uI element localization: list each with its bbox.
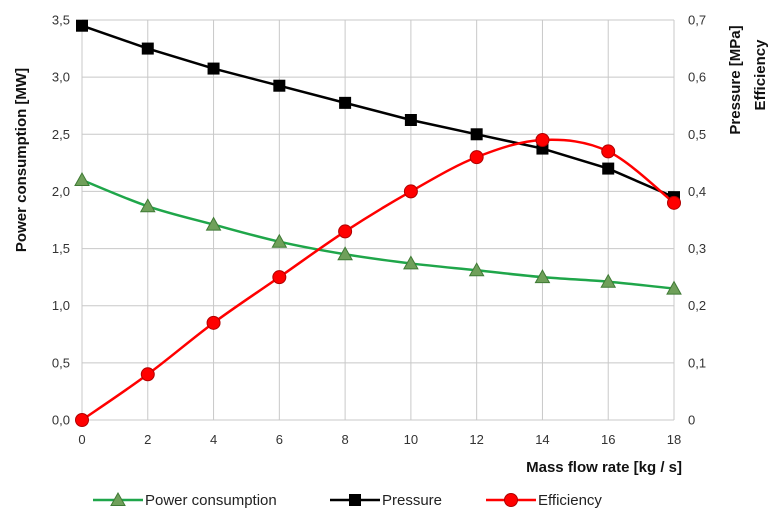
data-point bbox=[337, 246, 353, 261]
right-tick-label: 0,4 bbox=[688, 184, 706, 199]
legend-label: Pressure bbox=[382, 492, 442, 509]
series-line bbox=[81, 178, 675, 290]
x-tick-label: 8 bbox=[341, 432, 348, 447]
data-point bbox=[338, 224, 353, 239]
x-axis-title: Mass flow rate [kg / s] bbox=[526, 459, 682, 476]
left-tick-label: 1,5 bbox=[52, 241, 70, 256]
x-tick-label: 0 bbox=[78, 432, 85, 447]
series-line bbox=[81, 138, 675, 422]
data-point bbox=[271, 233, 288, 248]
data-point bbox=[666, 280, 682, 295]
series-pressure bbox=[76, 19, 680, 204]
data-point bbox=[140, 367, 155, 382]
series-line bbox=[81, 24, 675, 199]
series bbox=[74, 19, 682, 427]
data-point bbox=[403, 184, 418, 199]
legend-item: Pressure bbox=[330, 492, 442, 509]
data-point bbox=[468, 262, 485, 277]
left-tick-label: 2,0 bbox=[52, 184, 70, 199]
data-point bbox=[534, 269, 551, 284]
data-point bbox=[602, 162, 615, 175]
legend-label: Power consumption bbox=[145, 492, 277, 509]
left-tick-label: 1,0 bbox=[52, 298, 70, 313]
left-tick-label: 3,0 bbox=[52, 70, 70, 85]
data-point bbox=[404, 114, 417, 126]
left-tick-label: 0,5 bbox=[52, 355, 70, 370]
data-point bbox=[205, 216, 222, 231]
legend-item: Power consumption bbox=[93, 491, 277, 509]
legend-swatch-marker bbox=[349, 494, 361, 506]
right-tick-label: 0,6 bbox=[688, 70, 706, 85]
left-tick-label: 3,5 bbox=[52, 13, 70, 28]
legend-swatch-marker bbox=[504, 493, 518, 507]
x-tick-label: 12 bbox=[469, 432, 483, 447]
data-point bbox=[76, 19, 88, 32]
data-point bbox=[600, 273, 617, 288]
grid bbox=[81, 19, 675, 421]
right-tick-label: 0,5 bbox=[688, 127, 706, 142]
data-point bbox=[207, 62, 220, 75]
right-axis-title-efficiency: Efficiency bbox=[752, 39, 769, 111]
right-tick-label: 0 bbox=[688, 413, 695, 428]
data-point bbox=[141, 42, 154, 55]
data-point bbox=[339, 96, 352, 109]
x-tick-label: 16 bbox=[601, 432, 615, 447]
x-tick-label: 10 bbox=[404, 432, 418, 447]
data-point bbox=[273, 79, 286, 92]
data-point bbox=[667, 195, 681, 210]
right-tick-label: 0,7 bbox=[688, 13, 706, 28]
right-tick-label: 0,1 bbox=[688, 355, 706, 370]
legend-label: Efficiency bbox=[538, 492, 602, 509]
right-tick-label: 0,3 bbox=[688, 241, 706, 256]
data-point bbox=[535, 133, 550, 147]
data-point bbox=[272, 270, 287, 285]
data-point bbox=[75, 413, 89, 427]
x-tick-label: 6 bbox=[276, 432, 283, 447]
x-tick-label: 2 bbox=[144, 432, 151, 447]
left-tick-label: 2,5 bbox=[52, 127, 70, 142]
right-axis-title-pressure: Pressure [MPa] bbox=[727, 25, 744, 134]
x-tick-label: 14 bbox=[535, 432, 549, 447]
series-efficiency bbox=[75, 133, 681, 427]
data-point bbox=[470, 128, 483, 141]
axis-ticks: 0,0 0,5 1,0 1,5 2,0 2,5 3,0 3,5 0 0,1 0,2 0,3 0,4 0,5… bbox=[52, 13, 706, 448]
left-axis-title: Power consumption [MW] bbox=[13, 68, 30, 252]
data-point bbox=[206, 315, 221, 330]
x-tick-label: 18 bbox=[667, 432, 681, 447]
right-tick-label: 0,2 bbox=[688, 298, 706, 313]
data-point bbox=[74, 171, 90, 186]
data-point bbox=[403, 255, 419, 270]
series-power-consumption bbox=[74, 171, 682, 295]
left-tick-label: 0,0 bbox=[52, 413, 70, 428]
legend: Power consumption Pressure Efficiency bbox=[93, 491, 602, 509]
data-point bbox=[139, 198, 156, 213]
legend-item: Efficiency bbox=[486, 492, 602, 509]
legend-swatch-marker bbox=[110, 491, 126, 506]
x-tick-label: 4 bbox=[210, 432, 217, 447]
data-point bbox=[469, 150, 484, 165]
data-point bbox=[601, 144, 616, 159]
